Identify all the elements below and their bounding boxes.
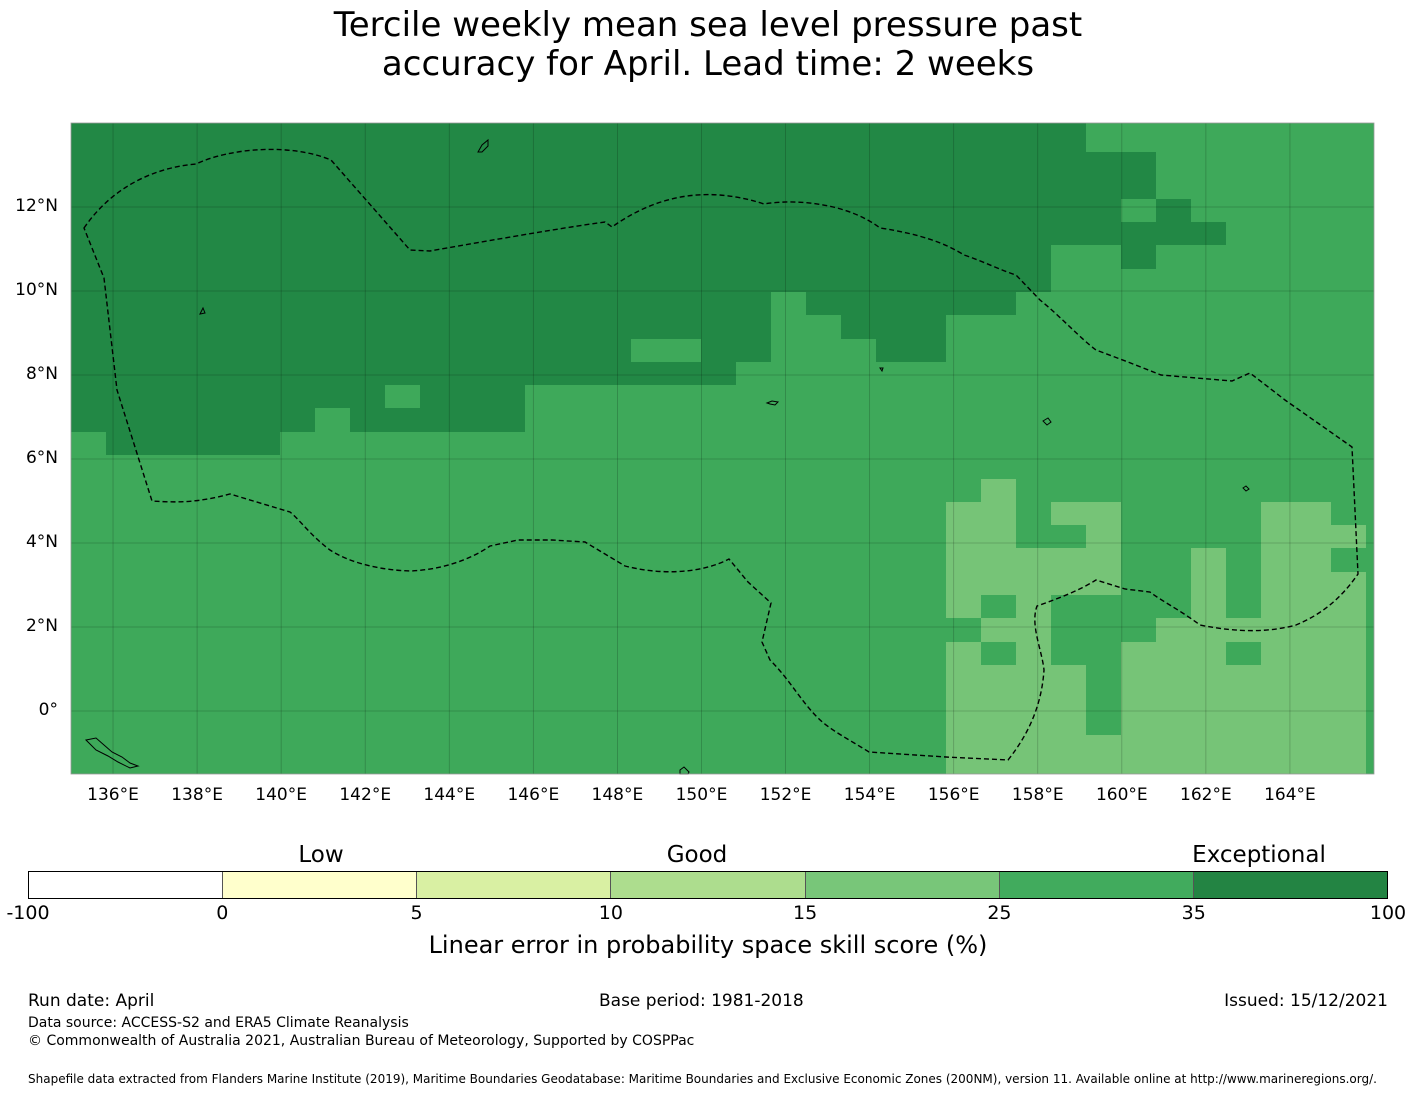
longitude-tick-label: 162°E [1180,785,1232,805]
longitude-tick-label: 140°E [255,785,308,805]
exceptional-cell-east-2 [1156,199,1191,245]
exceptional-skill-regions [71,123,1226,455]
longitude-tick-label: 138°E [171,785,223,805]
shapefile-attribution: Shapefile data extracted from Flanders M… [28,1072,1377,1086]
longitude-tick-label: 150°E [675,785,728,805]
longitude-tick-label: 154°E [843,785,896,805]
exceptional-cell-east-3 [1191,222,1226,245]
colorbar-tick-label: 15 [793,902,818,924]
colorbar-category-good: Good [666,842,728,868]
good-in-moderate-1 [1331,548,1366,572]
latitude-tick-label: 2°N [25,616,58,636]
latitude-tick-label: 8°N [25,364,58,384]
colorbar-segment [999,872,1194,898]
colorbar-tick-label: 5 [410,902,423,924]
good-in-moderate-5 [1226,642,1261,665]
colorbar [28,871,1388,899]
longitude-tick-label: 148°E [591,785,644,805]
good-patch-5 [1156,152,1374,199]
colorbar-tick-label: 25 [987,902,1012,924]
island-outlines [84,138,1250,775]
eez-boundary [83,148,1359,761]
good-patch-1 [385,385,420,408]
latitude-tick-label: 10°N [15,280,58,300]
longitude-tick-label: 136°E [87,785,139,805]
longitude-tick-label: 142°E [339,785,392,805]
colorbar-label: Linear error in probability space skill … [428,931,988,959]
title-line-1: Tercile weekly mean sea level pressure p… [333,5,1083,45]
good-in-moderate-7 [1156,595,1191,618]
chart-title: Tercile weekly mean sea level pressure p… [0,6,1416,84]
copyright-notice: © Commonwealth of Australia 2021, Austra… [28,1033,695,1049]
colorbar-tick-label: 0 [216,902,229,924]
exceptional-region-north [71,123,1156,455]
good-patch-4 [1121,199,1156,222]
good-patch-6 [1191,199,1374,222]
pohnpei-outline [1042,417,1052,426]
good-patch-3 [1086,128,1121,152]
high-good-skill-patches [385,128,1374,408]
data-source: Data source: ACCESS-S2 and ERA5 Climate … [28,1015,409,1031]
title-line-2: accuracy for April. Lead time: 2 weeks [381,44,1035,84]
issued-date: Issued: 15/12/2021 [1224,991,1388,1011]
good-in-moderate-8 [1366,525,1374,595]
colorbar-tick-label: -100 [6,902,50,924]
bougainville-outline [679,766,690,775]
colorbar-segment [417,872,612,898]
base-period: Base period: 1981-2018 [599,991,804,1011]
good-in-moderate-6 [1121,618,1156,642]
chuuk-outline [765,400,780,406]
moderate-skill-regions [946,479,1374,774]
latitude-tick-label: 12°N [15,196,58,216]
longitude-tick-label: 160°E [1095,785,1148,805]
longitude-tick-label: 144°E [423,785,476,805]
colorbar-segment [1193,872,1387,898]
good-in-moderate-9 [946,618,981,642]
skill-score-map [70,122,1375,775]
ulithi-outline [879,367,884,373]
kosrae-outline [1242,485,1250,492]
latitude-tick-label: 4°N [25,532,58,552]
exceptional-cell-east-1 [1121,222,1156,269]
good-in-moderate-2 [1051,595,1121,665]
colorbar-tick-label: 10 [598,902,623,924]
good-in-moderate-3 [981,595,1016,618]
latitude-tick-label: 6°N [25,448,58,468]
longitude-tick-label: 164°E [1264,785,1316,805]
longitude-tick-label: 152°E [759,785,812,805]
colorbar-tick-label: 100 [1369,902,1407,924]
yap-outline [199,306,206,315]
colorbar-segment [223,872,418,898]
colorbar-tick-label: 35 [1181,902,1206,924]
colorbar-segment [29,872,224,898]
colorbar-segment [611,872,806,898]
longitude-tick-label: 146°E [507,785,560,805]
latitude-tick-label: 0° [38,700,58,720]
longitude-tick-label: 156°E [927,785,980,805]
good-in-moderate-4 [981,642,1016,665]
graticule [71,123,1374,774]
good-patch-2 [631,339,701,362]
colorbar-category-exceptional: Exceptional [1192,842,1326,868]
new-guinea-outline [84,737,140,769]
map-frame [70,122,1375,775]
good-patch-7 [1226,222,1374,245]
longitude-tick-label: 158°E [1011,785,1064,805]
colorbar-category-low: Low [298,842,344,868]
guam-outline [477,138,489,153]
colorbar-segment [805,872,1000,898]
run-date: Run date: April [28,991,155,1011]
